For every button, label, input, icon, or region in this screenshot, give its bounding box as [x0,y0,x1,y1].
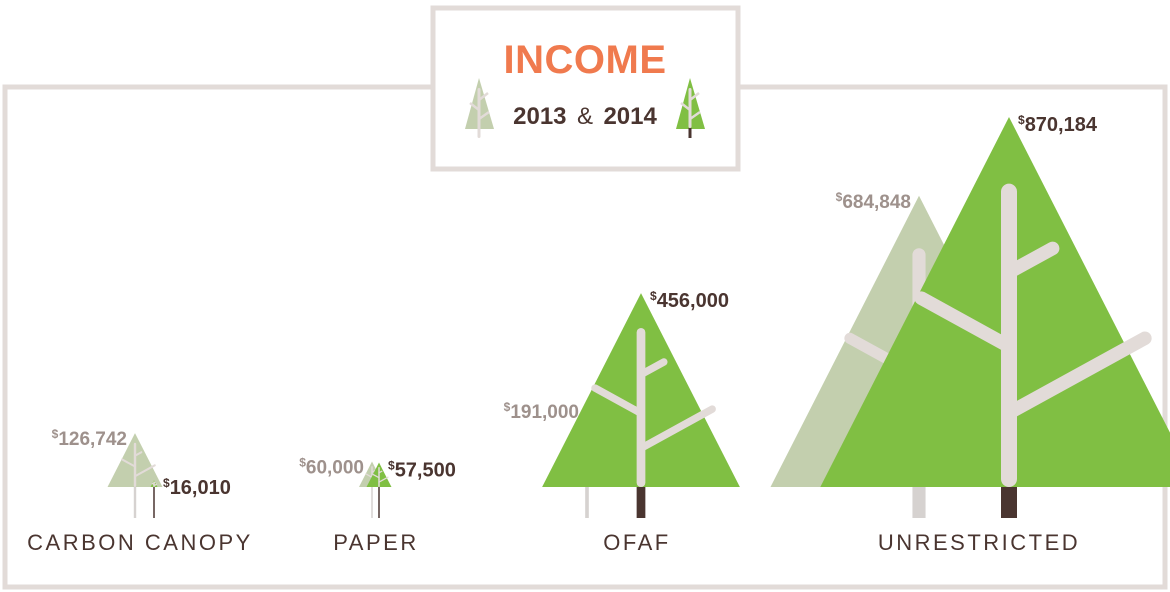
tree-unrestricted-2014 [820,117,1170,518]
tree-branch [637,358,668,379]
legend-years: 2013 & 2014 [513,103,657,130]
tree-stem [371,487,373,518]
value-label-paper-2014: $57,500 [388,459,456,482]
tree-ofaf-2014 [542,293,740,518]
tree-carbon-canopy-2013 [107,433,163,518]
tree-paper-2014 [366,462,392,518]
tree-labels: $126,742 $16,010 CARBON CANOPY $60,000 $57,5… [27,113,1098,555]
legend-year-2014: 2014 [603,103,657,130]
legend-year-2013: 2013 [513,103,566,130]
tree-marks [107,117,1170,518]
category-label-paper: PAPER [333,530,418,555]
chart-title: INCOME [504,38,667,82]
tree-carbon-canopy-2014 [150,480,158,518]
tree-branch [1002,241,1060,280]
tree-branch [378,476,389,483]
tree-branch [637,405,716,452]
legend-ampersand: & [577,103,593,130]
value-label-unrestricted-2013: $684,848 [836,190,911,213]
legend-tree-2013-icon [465,78,494,138]
value-label-carbon-canopy-2014: $16,010 [163,476,231,499]
value-label-ofaf-2013: $191,000 [504,400,579,423]
value-label-paper-2013: $60,000 [299,455,364,478]
tree-branch [591,384,645,418]
tree-branch [153,483,158,487]
legend-tree-2014-icon [676,78,705,138]
category-label-unrestricted: UNRESTRICTED [878,530,1080,555]
tree-trunk [1001,183,1017,487]
tree-branch [133,451,143,457]
tree-branch [151,482,155,486]
tree-stem [636,487,646,518]
value-label-ofaf-2014: $456,000 [650,289,729,312]
tree-stem [153,487,155,518]
tree-branch [365,473,373,478]
tree-branch [121,458,137,468]
chart-frame [2,84,1168,590]
value-label-carbon-canopy-2013: $126,742 [52,427,127,450]
tree-branch [378,470,383,474]
tree-branch [133,464,156,478]
tree-branch [914,291,1016,354]
tree-stem [912,487,926,518]
tree-branch [371,469,376,473]
value-label-unrestricted-2014: $870,184 [1018,113,1098,136]
tree-branch [372,473,380,479]
tree-branch [1002,331,1152,420]
tree-stem [1001,487,1017,518]
tree-canopy [820,117,1170,487]
tree-stem [585,487,589,518]
category-label-carbon-canopy: CARBON CANOPY [27,530,253,555]
tree-stem [378,487,380,518]
category-label-ofaf: OFAF [603,530,670,555]
tree-stem [133,487,137,518]
